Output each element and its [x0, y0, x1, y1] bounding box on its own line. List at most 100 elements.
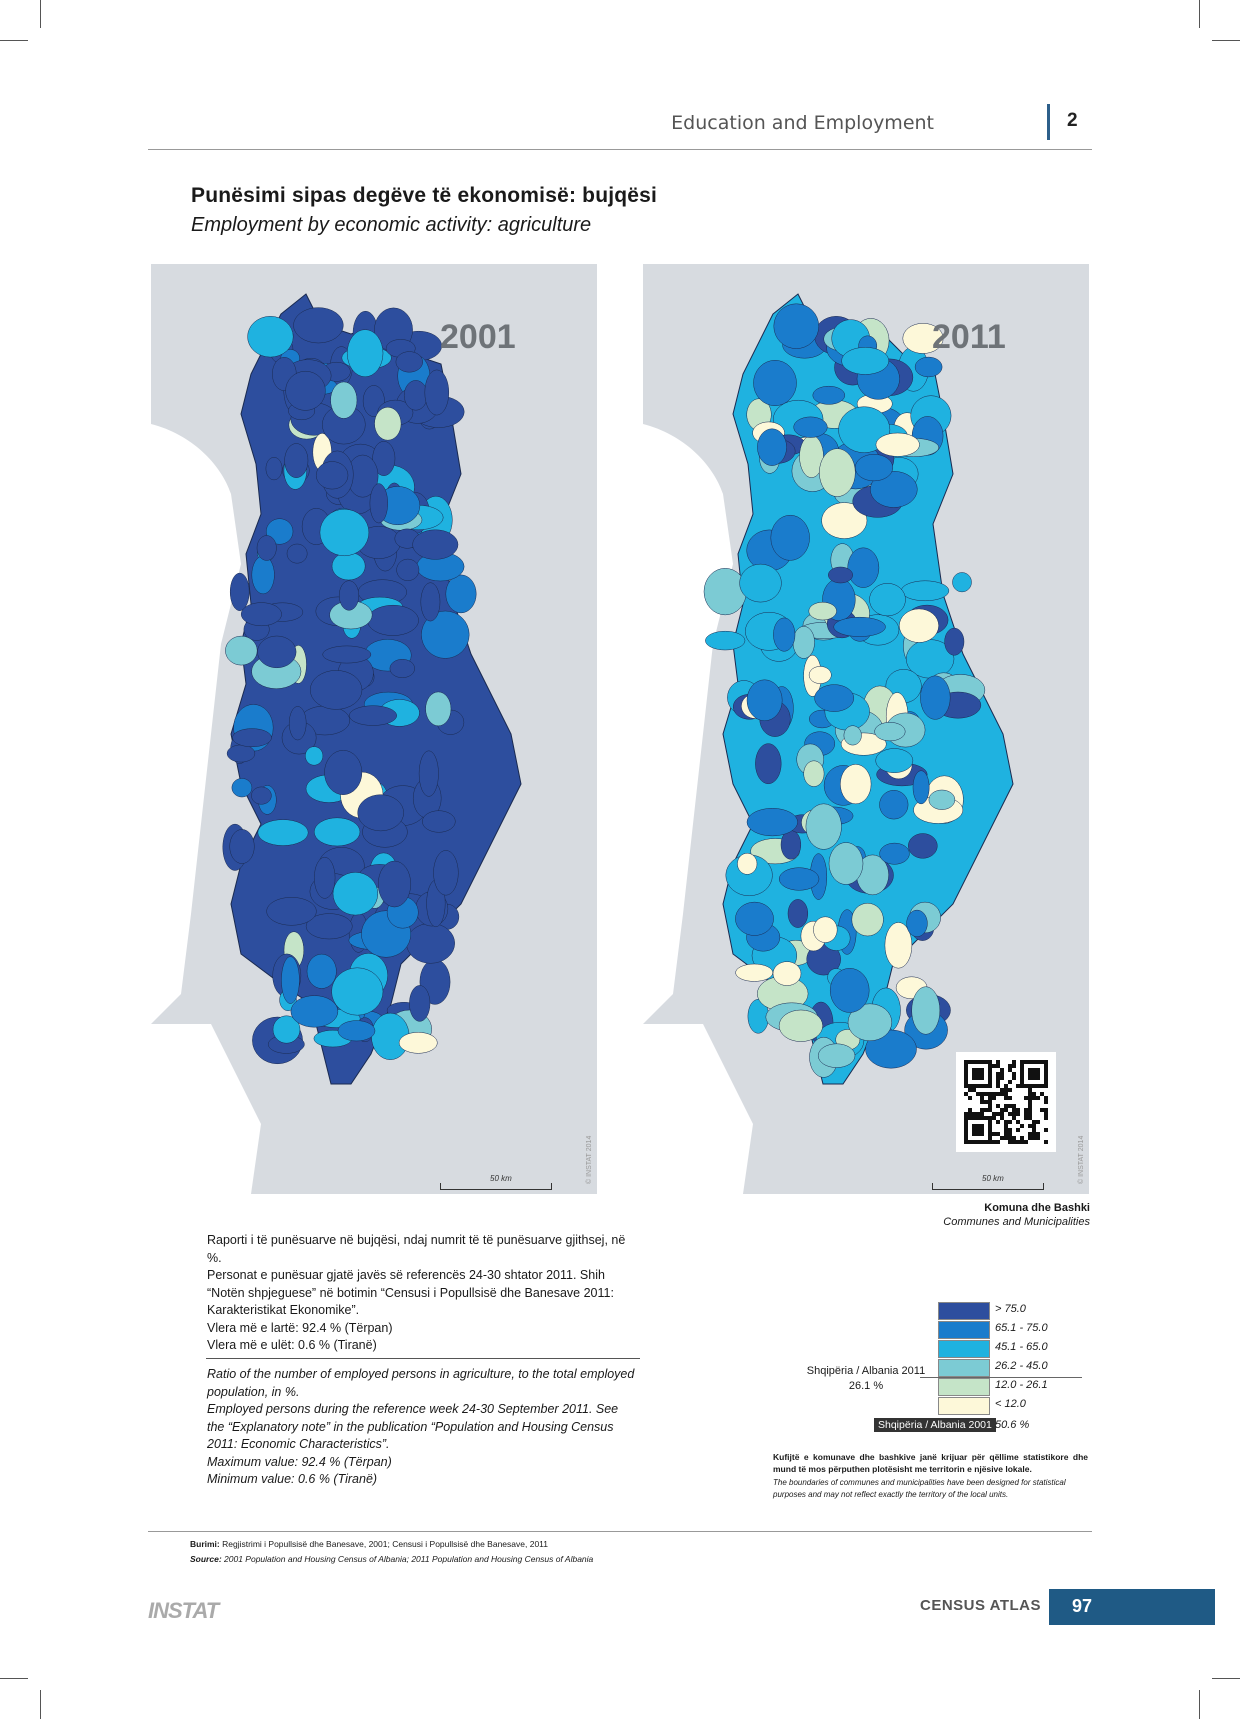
commune-patch — [828, 842, 864, 885]
commune-patch — [374, 406, 402, 441]
commune-patch — [737, 852, 758, 875]
legend-label: 45.1 - 65.0 — [995, 1341, 1048, 1353]
header-rule — [148, 149, 1092, 150]
commune-patch — [421, 610, 470, 659]
legend-subheading: Communes and Municipalities — [943, 1216, 1090, 1228]
commune-patch — [772, 961, 802, 986]
qr-code[interactable] — [956, 1052, 1056, 1152]
commune-patch — [305, 746, 324, 766]
crop-mark — [40, 1690, 41, 1719]
scale-label: 50 km — [982, 1174, 1004, 1183]
crop-mark — [1199, 1690, 1200, 1719]
commune-patch — [315, 461, 349, 490]
source-albanian: Burimi: Regjistrimi i Popullsisë dhe Ban… — [190, 1539, 548, 1549]
commune-patch — [840, 764, 872, 805]
commune-patch — [813, 916, 838, 943]
commune-patch — [240, 602, 282, 627]
commune-patch — [901, 580, 950, 602]
commune-patch — [425, 691, 452, 727]
scale-bar — [440, 1183, 552, 1190]
commune-patch — [257, 635, 297, 669]
legend-label: > 75.0 — [995, 1303, 1026, 1315]
commune-patch — [266, 897, 317, 926]
commune-patch — [319, 508, 370, 557]
description-text: Ratio of the number of employed persons … — [207, 1367, 635, 1399]
commune-patch — [395, 351, 423, 373]
commune-patch — [324, 750, 363, 795]
commune-patch — [952, 572, 972, 593]
national-2011-value: 26.1 % — [848, 1380, 884, 1392]
commune-patch — [778, 867, 820, 891]
legend-swatch — [938, 1302, 990, 1320]
crop-mark — [0, 1678, 28, 1679]
commune-patch — [812, 385, 846, 405]
crop-mark — [40, 0, 41, 28]
commune-patch — [406, 923, 455, 964]
description-english: Ratio of the number of employed persons … — [207, 1366, 637, 1489]
commune-patch — [705, 630, 746, 651]
commune-patch — [369, 483, 388, 524]
legend-swatch — [938, 1397, 990, 1415]
description-text: Personat e punësuar gjatë javës së refer… — [207, 1268, 614, 1317]
crop-mark — [0, 40, 28, 41]
crop-mark — [1212, 40, 1240, 41]
publication-name: CENSUS ATLAS — [920, 1597, 1042, 1614]
commune-patch — [819, 448, 856, 497]
commune-patch — [251, 555, 275, 595]
national-average-line — [920, 1377, 1082, 1378]
commune-patch — [879, 842, 910, 865]
commune-patch — [420, 582, 441, 622]
commune-patch — [372, 441, 396, 476]
map-2001-svg — [151, 264, 597, 1194]
header-divider — [1047, 104, 1050, 140]
description-text: Raporti i të punësuarve në bujqësi, ndaj… — [207, 1233, 626, 1265]
sea — [151, 1024, 261, 1194]
page-subtitle: Employment by economic activity: agricul… — [191, 214, 592, 236]
commune-patch — [422, 810, 456, 833]
scale-bar — [932, 1183, 1044, 1190]
commune-patch — [828, 566, 853, 584]
legend-label: < 12.0 — [995, 1398, 1026, 1410]
national-2001-label: Shqipëria / Albania 2001 — [874, 1418, 996, 1432]
commune-patch — [757, 428, 787, 466]
commune-patch — [792, 626, 815, 659]
commune-patch — [821, 502, 868, 539]
commune-patch — [337, 1020, 376, 1042]
commune-patch — [272, 1015, 301, 1044]
source-english: Source: 2001 Population and Housing Cens… — [190, 1554, 594, 1564]
map-year-2001: 2001 — [440, 318, 516, 356]
commune-patch — [398, 1032, 438, 1054]
commune-patch — [232, 728, 272, 748]
commune-patch — [874, 722, 906, 742]
description-albanian: Raporti i të punësuarve në bujqësi, ndaj… — [207, 1232, 637, 1355]
commune-patch — [829, 968, 870, 1013]
commune-patch — [841, 347, 890, 375]
commune-patch — [902, 323, 944, 354]
commune-patch — [445, 574, 477, 614]
commune-patch — [309, 670, 363, 710]
legend-label: 26.2 - 45.0 — [995, 1360, 1048, 1372]
commune-patch — [293, 307, 344, 344]
legend-swatch — [938, 1321, 990, 1339]
commune-patch — [231, 778, 253, 798]
commune-patch — [778, 1009, 823, 1042]
commune-patch — [944, 627, 965, 656]
commune-patch — [418, 750, 439, 797]
map-year-2011: 2011 — [932, 318, 1006, 356]
commune-patch — [746, 808, 798, 837]
copyright: © INSTAT 2014 — [1078, 1135, 1085, 1184]
commune-patch — [403, 380, 428, 411]
max-value: Maximum value: 92.4 % (Tërpan) — [207, 1454, 392, 1469]
page-title: Punësimi sipas degëve të ekonomisë: bujq… — [191, 184, 658, 207]
commune-patch — [912, 770, 930, 805]
legend-swatch — [938, 1359, 990, 1377]
crop-mark — [1212, 1678, 1240, 1679]
legend-label: 12.0 - 26.1 — [995, 1379, 1048, 1391]
min-value: Minimum value: 0.6 % (Tiranë) — [207, 1472, 378, 1486]
commune-patch — [920, 675, 951, 720]
chapter-number: 2 — [1067, 110, 1078, 131]
commune-patch — [226, 744, 256, 763]
commune-patch — [805, 803, 842, 850]
commune-patch — [735, 963, 774, 982]
page-number: 97 — [1072, 1596, 1093, 1616]
